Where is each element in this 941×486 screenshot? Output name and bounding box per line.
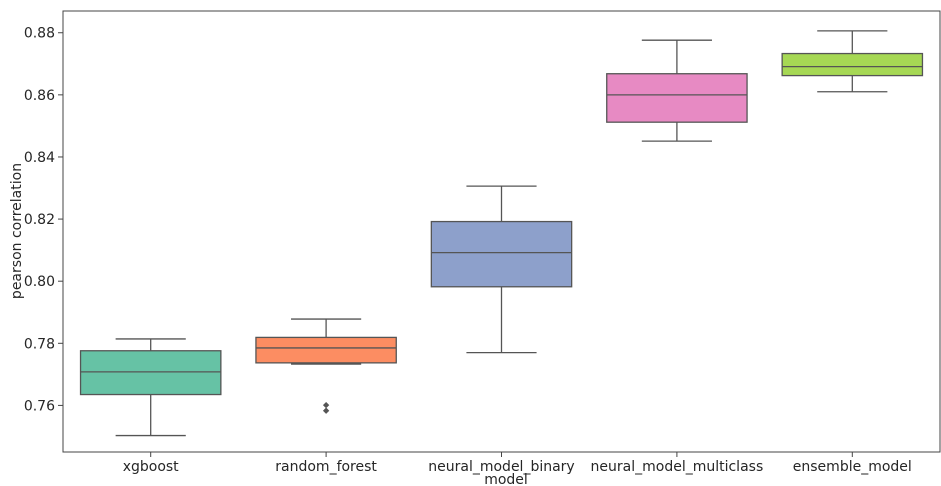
box-random_forest [255,318,397,414]
x-axis: xgboost random_forest neural_model_binary n… [123,452,912,475]
x-tick-label: random_forest [275,459,377,475]
y-tick-label: 0.80 [24,274,55,290]
x-tick-label: neural_model_binary [428,459,574,475]
outlier-point [322,407,330,414]
iqr-box [781,52,924,77]
box-ensemble_model [781,30,924,93]
y-axis-label: pearson correlation [9,163,25,299]
y-tick-label: 0.76 [24,398,55,414]
x-tick-label: ensemble_model [793,459,912,475]
boxes-group [79,30,924,437]
outlier-point [322,401,330,409]
y-tick-label: 0.86 [24,88,55,104]
y-tick-label: 0.78 [24,336,55,352]
x-tick-label: neural_model_multiclass [591,459,764,475]
iqr-box [79,350,222,396]
box-neural_model_binary [430,185,573,354]
box-neural_model_multiclass [606,39,748,142]
y-tick-label: 0.84 [24,150,55,166]
iqr-box [430,220,573,288]
y-axis: 0.76 0.78 0.80 0.82 0.84 0.86 0.88 [24,26,63,414]
y-tick-label: 0.88 [24,26,55,42]
x-tick-label: xgboost [123,459,179,475]
x-axis-label: model [484,472,528,486]
box-xgboost [79,338,222,437]
y-tick-label: 0.82 [24,212,55,228]
iqr-box [255,336,397,364]
iqr-box [606,73,748,123]
